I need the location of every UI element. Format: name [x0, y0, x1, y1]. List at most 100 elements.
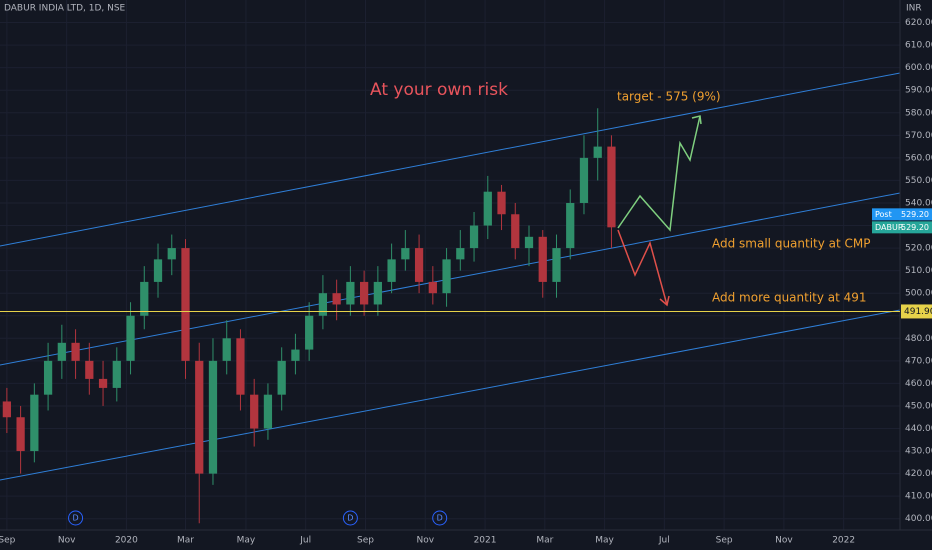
- x-tick-label: Sep: [716, 536, 733, 546]
- up-arrow: [617, 115, 701, 232]
- candle-body: [593, 146, 602, 158]
- annotation: Add small quantity at CMP: [712, 237, 871, 251]
- price-label-box: [872, 208, 932, 221]
- candle-body: [195, 360, 204, 474]
- x-tick-label: Jul: [658, 536, 670, 546]
- candle-body: [442, 259, 451, 294]
- y-tick-label: 540.00: [905, 198, 932, 208]
- y-tick-label: 410.00: [905, 492, 932, 502]
- down-arrow-head: [659, 295, 670, 307]
- candle-body: [318, 293, 328, 316]
- y-tick-label: 580.00: [905, 108, 932, 118]
- candle-body: [208, 360, 218, 474]
- candle-body: [387, 259, 396, 282]
- candle-body: [140, 281, 149, 316]
- x-tick-label: Sep: [357, 536, 374, 546]
- candle-body: [579, 157, 589, 203]
- x-tick-label: Nov: [58, 536, 76, 546]
- candle-body: [511, 214, 520, 249]
- candle-body: [373, 281, 382, 305]
- candle-body: [483, 191, 492, 226]
- channel-line: [0, 72, 901, 247]
- x-tick-label: May: [595, 536, 614, 546]
- candle-body: [222, 338, 231, 361]
- candle-body: [98, 378, 108, 388]
- candle-body: [263, 394, 273, 429]
- candle-body: [607, 146, 616, 228]
- candle-body: [456, 248, 465, 260]
- candle-body: [428, 281, 437, 294]
- candle-body: [346, 281, 355, 305]
- y-tick-label: 600.00: [905, 63, 932, 73]
- x-tick-label: Nov: [416, 536, 434, 546]
- y-tick-label: 460.00: [905, 379, 932, 389]
- candle-body: [167, 248, 176, 260]
- x-tick-label: Nov: [775, 536, 793, 546]
- event-label: D: [72, 514, 78, 523]
- y-tick-label: 500.00: [905, 289, 932, 299]
- candle-body: [126, 315, 135, 361]
- annotation: At your own risk: [370, 80, 508, 100]
- event-label: D: [437, 514, 443, 523]
- y-tick-label: 520.00: [905, 244, 932, 254]
- candle-body: [2, 401, 11, 418]
- y-tick-label: 510.00: [905, 266, 932, 276]
- y-tick-label: 480.00: [905, 334, 932, 344]
- x-tick-label: Sep: [0, 536, 16, 546]
- y-tick-label: 560.00: [905, 153, 932, 163]
- chart-title: DABUR INDIA LTD, 1D, NSE: [4, 4, 126, 14]
- down-arrow: [617, 229, 668, 306]
- price-label-name: Post: [875, 210, 892, 219]
- up-arrow-head: [691, 115, 702, 125]
- price-label-value: 529.20: [901, 210, 929, 219]
- candle-body: [30, 394, 39, 452]
- y-tick-label: 550.00: [905, 176, 932, 186]
- price-label-name: DABUR: [875, 223, 904, 232]
- candle-body: [524, 236, 534, 249]
- candle-body: [469, 225, 479, 249]
- y-tick-label: 570.00: [905, 131, 932, 141]
- price-label-box: [872, 221, 932, 234]
- candle-body: [181, 248, 190, 361]
- candle-body: [277, 360, 286, 395]
- annotation: Add more quantity at 491: [712, 291, 867, 305]
- price-axis: [900, 0, 932, 550]
- candle-body: [153, 259, 163, 282]
- y-tick-label: 400.00: [905, 514, 932, 524]
- candle-body: [497, 191, 506, 215]
- candle-body: [401, 248, 410, 260]
- x-tick-label: Mar: [177, 536, 194, 546]
- y-tick-label: 620.00: [905, 18, 932, 28]
- price-tag: [901, 304, 932, 319]
- candle-body: [414, 248, 424, 282]
- event-label: D: [347, 514, 353, 523]
- candle-body: [332, 293, 341, 305]
- price-label: Post 529.20: [872, 208, 932, 221]
- event-marker: [432, 510, 448, 526]
- candle-body: [250, 394, 259, 429]
- candles: [2, 108, 616, 524]
- y-tick-label: 590.00: [905, 86, 932, 96]
- grid: [0, 0, 900, 530]
- candle-body: [57, 342, 66, 361]
- x-tick-label: Mar: [536, 536, 553, 546]
- axes: 400.00 410.00 420.00 430.00 440.00 450.00 460.…: [0, 18, 932, 545]
- y-tick-label: 610.00: [905, 41, 932, 51]
- candle-body: [538, 236, 547, 282]
- x-tick-label: 2020: [115, 536, 138, 546]
- price-tag-label: 491.90: [904, 307, 932, 317]
- candle-body: [236, 338, 245, 395]
- y-tick-label: 440.00: [905, 424, 932, 434]
- candle-body: [305, 315, 314, 350]
- x-tick-label: 2021: [474, 536, 497, 546]
- event-marker: [68, 510, 84, 526]
- candle-body: [43, 360, 53, 395]
- currency: INR: [906, 4, 922, 14]
- price-label-value: 529.20: [901, 223, 929, 232]
- candle-body: [291, 349, 300, 361]
- x-tick-label: 2022: [832, 536, 855, 546]
- candle-body: [85, 360, 94, 379]
- y-tick-label: 470.00: [905, 356, 932, 366]
